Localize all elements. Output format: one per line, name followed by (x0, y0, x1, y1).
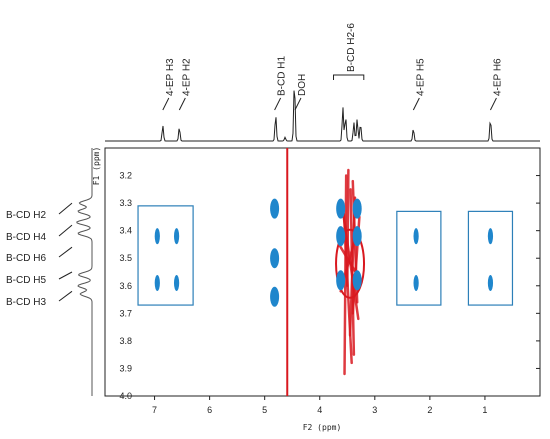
y-tick-label: 3.5 (119, 253, 132, 263)
cross-peak (352, 226, 362, 247)
left-1d-spectrum (76, 148, 93, 396)
label-leader (274, 97, 282, 111)
cross-peak (173, 228, 180, 245)
left-peak-label: B-CD H2 (6, 210, 46, 221)
label-leader (58, 290, 73, 302)
label-leader (162, 97, 170, 111)
label-leader (412, 97, 420, 111)
cross-peak (270, 198, 280, 219)
x-axis-title: F2 (ppm) (303, 423, 342, 432)
label-leader (489, 97, 497, 111)
y-tick-label: 3.3 (119, 198, 132, 208)
cross-peak (352, 198, 362, 219)
y-tick-label: 3.7 (119, 308, 132, 318)
cross-peak (336, 198, 346, 219)
highlight-box (396, 210, 442, 306)
cross-peak (413, 275, 419, 292)
top-spectrum-labels: 4-EP H3 4-EP H2 B-CD H1 DOH B-CD H2-6 4-EP H5… (162, 23, 503, 111)
label-leader (294, 97, 302, 111)
cross-peak (173, 275, 180, 292)
x-tick-label: 4 (317, 405, 322, 415)
cross-peak (413, 228, 419, 245)
plot-area (104, 147, 541, 397)
axes: 7 6 5 4 3 2 1 3.2 3.3 3.4 3.5 3.6 3.7 3.8 3.9 4.0 (119, 171, 540, 415)
top-peak-label: B-CD H2-6 (346, 23, 357, 72)
cross-peak (154, 228, 160, 245)
negative-contour-ring (335, 228, 366, 299)
negative-contour-streak (337, 243, 357, 274)
top-spectrum-trace (105, 90, 540, 142)
label-leader (178, 97, 186, 111)
label-leader (58, 202, 73, 215)
x-tick-label: 3 (372, 405, 377, 415)
top-peak-label: 4-EP H6 (492, 58, 503, 96)
x-tick-label: 1 (482, 405, 487, 415)
y-tick-label: 3.9 (119, 363, 132, 373)
y-tick-label: 3.4 (119, 226, 132, 236)
y-axis-title: F1 (ppm) (92, 147, 101, 186)
label-leader (58, 246, 73, 258)
cross-peak (487, 228, 494, 245)
top-peak-label: B-CD H1 (277, 56, 288, 96)
top-peak-label: 4-EP H3 (165, 58, 176, 96)
highlight-box (137, 205, 194, 306)
top-1d-spectrum (105, 90, 540, 142)
top-peak-label: DOH (297, 74, 308, 96)
label-leader (58, 271, 73, 280)
y-tick-label: 3.8 (119, 336, 132, 346)
highlight-box (467, 210, 514, 306)
cross-peak (270, 286, 280, 307)
x-tick-label: 6 (207, 405, 212, 415)
cross-peak (352, 270, 362, 291)
cross-peak (270, 248, 280, 269)
cross-peak (487, 275, 494, 292)
y-tick-label: 4.0 (119, 391, 132, 401)
left-peak-label: B-CD H4 (6, 232, 46, 243)
highlight-boxes (137, 205, 514, 306)
cross-peak (336, 226, 346, 247)
negative-contour-streak (342, 212, 353, 365)
left-spectrum-labels: B-CD H2 B-CD H4 B-CD H6 B-CD H5 B-CD H3 (6, 202, 73, 308)
x-tick-label: 7 (152, 405, 157, 415)
top-peak-label: 4-EP H5 (415, 58, 426, 96)
bracket (333, 74, 365, 80)
cross-peak (336, 270, 346, 291)
cross-peak (154, 275, 160, 292)
left-peak-label: B-CD H3 (6, 297, 46, 308)
y-tick-label: 3.2 (119, 171, 132, 181)
y-tick-label: 3.6 (119, 281, 132, 291)
left-peak-label: B-CD H6 (6, 253, 46, 264)
cross-peak-contours (154, 148, 494, 396)
x-tick-label: 5 (262, 405, 267, 415)
top-peak-label: 4-EP H2 (181, 58, 192, 96)
left-spectrum-trace (76, 148, 93, 396)
left-peak-label: B-CD H5 (6, 275, 46, 286)
x-tick-label: 2 (427, 405, 432, 415)
label-leader (58, 224, 73, 237)
